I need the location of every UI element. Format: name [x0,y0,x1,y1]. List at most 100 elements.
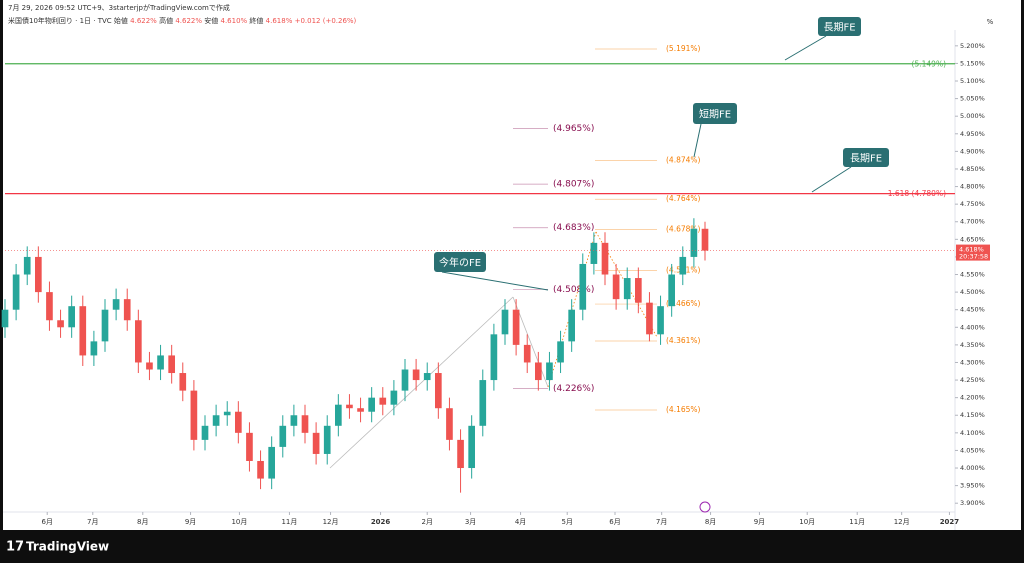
candle-body [523,344,531,363]
candle-body [423,373,431,381]
legend-item: 4.610% [220,17,247,25]
y-tick-label: 4.900% [960,147,985,155]
x-tick-label: 5月 [561,518,572,526]
fib-level-label: (4.508%) [553,285,594,295]
candle-body [346,404,353,409]
candle-body [501,309,509,335]
candle-body [479,380,487,426]
candle-body [123,299,131,321]
y-tick-label: 4.550% [960,271,985,279]
candle-body [568,309,575,342]
chart-pane [3,0,1021,530]
fib-level-label: (4.683%) [553,223,594,233]
candle-body [557,341,564,363]
candle-body [301,415,309,433]
event-icon[interactable] [699,501,711,513]
fib-level-label: (4.874%) [666,156,701,165]
y-tick-label: 5.200% [960,42,985,50]
last-price-label: 4.618% [959,246,984,254]
y-tick-label: 4.300% [960,358,985,366]
candle-body [579,263,587,310]
candle-body [412,369,420,381]
legend-item: 米国債10年物利回り · 1日 · TVC [8,16,112,25]
callout-label: 長期FE [850,153,882,165]
footer-brand: TradingView [26,540,109,554]
x-tick-label: 10月 [231,518,247,526]
x-tick-label: 8月 [705,518,716,526]
candle-body [657,306,664,335]
candle-body [190,390,198,440]
y-tick-label: 4.200% [960,394,985,402]
candle-body [490,334,498,381]
candle-body [601,242,609,275]
candle-body [157,355,164,370]
y-tick-label: 4.650% [960,235,985,243]
fib-level-label: (4.965%) [553,124,594,134]
candle-body [368,397,375,412]
fib-level-label: (4.165%) [666,405,701,414]
y-tick-label: 4.250% [960,376,985,384]
candle-body [135,320,142,363]
x-tick-label: 10月 [799,518,815,526]
plot: 3.900% 3.950% 4.000% 4.050% 4.100% 4.150% 4.20… [1,17,990,526]
logo: 17 TradingView [6,540,109,555]
x-tick-label: 4月 [515,518,526,526]
candle-body [535,362,542,381]
fib-level-label: (4.764%) [666,194,701,203]
y-tick-label: 4.500% [960,288,985,296]
candle-body [90,341,98,356]
candle-body [146,362,153,370]
legend: 米国債10年物利回り · 1日 · TVC 始値 4.622% 高値 4.622… [8,16,357,25]
candle-body [68,306,75,328]
y-tick-label: 5.000% [960,112,985,120]
x-tick-label: 8月 [137,518,148,526]
callout-box [693,103,737,124]
x-tick-label: 9月 [185,518,196,526]
x-tick-label: 12月 [894,518,910,526]
candle-body [623,278,631,300]
fib-level-label: (4.361%) [666,336,701,345]
horizontal-line-label: (5.149%) [912,59,947,68]
candle-body [679,256,687,275]
candle-body [268,446,275,479]
candle-body [590,242,598,264]
y-tick-label: 4.000% [960,464,985,472]
fib-level-label: (4.226%) [553,384,594,394]
candle-body [168,355,175,374]
callout-box [843,148,889,167]
y-tick-label: 4.050% [960,446,985,454]
legend-item: 4.622% [130,17,157,25]
candle-body [401,369,409,391]
callout-pointer [693,123,702,158]
x-tick-label: 2月 [421,518,432,526]
callout-pointer [441,271,549,291]
candle-body [246,432,253,461]
fib-level-label: (4.807%) [553,180,594,190]
candle-body [57,320,64,328]
countdown: 20:37:58 [959,253,988,261]
y-tick-label: 4.850% [960,165,985,173]
callout-pointer [811,166,852,193]
candle-body [112,299,120,310]
horizontal-line-label: 1.618 (4.780%) [888,189,946,198]
x-tick-label: 11月 [281,518,297,526]
x-tick-label: 9月 [754,518,765,526]
y-tick-label: 5.150% [960,59,985,67]
candle-body [35,256,42,293]
x-tick-label: 7月 [656,518,667,526]
candle-body [1,309,9,328]
legend-text: 米国債10年物利回り · 1日 · TVC 始値 4.622% 高値 4.622… [8,16,357,25]
y-tick-label: 3.900% [960,499,985,507]
x-tick-label: 12月 [323,518,339,526]
callout-label: 短期FE [699,108,731,121]
candle-body [79,306,87,356]
candle-body [668,274,675,307]
y-tick-label: 4.750% [960,200,985,208]
legend-item: 終値 [249,16,263,25]
candle-body [612,274,620,300]
candle-body [646,302,653,335]
x-tick-label: 2026 [371,518,391,526]
candle-body [468,425,475,469]
legend-item: 4.622% [175,17,202,25]
candle-body [279,425,287,447]
